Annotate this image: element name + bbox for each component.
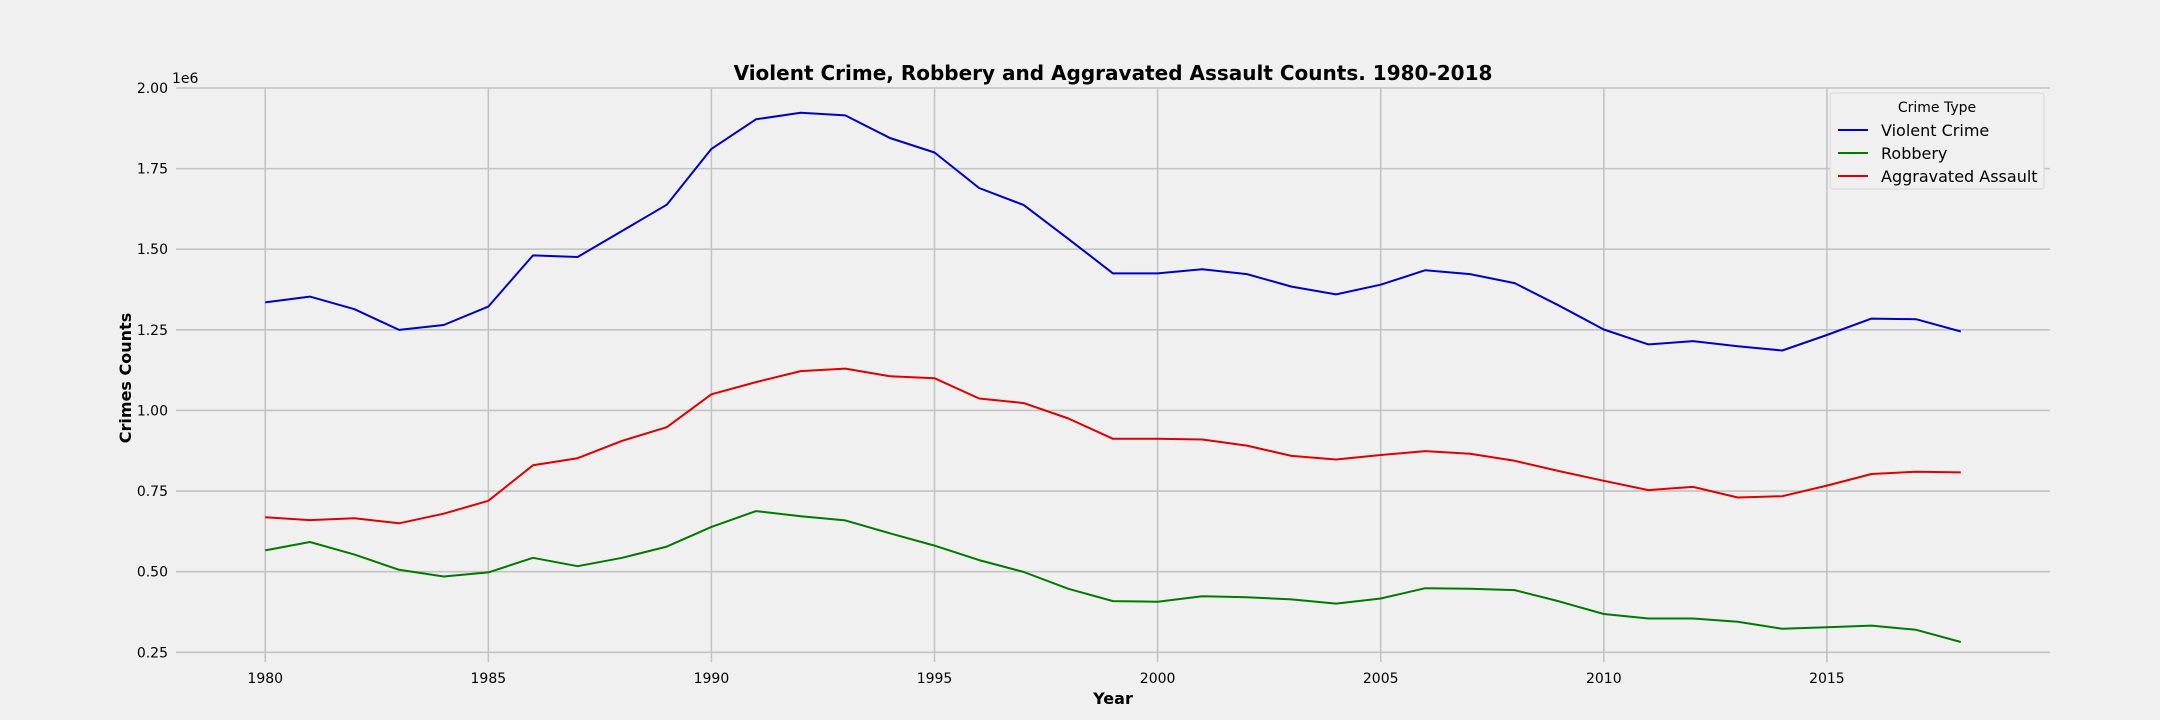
x-tick-label: 1980	[247, 671, 283, 687]
chart-title: Violent Crime, Robbery and Aggravated As…	[734, 61, 1493, 85]
legend-items: Violent Crime Robbery Aggravated Assault	[1838, 121, 2038, 186]
x-tick-label: 2005	[1363, 671, 1399, 687]
series-lines	[265, 111, 1962, 643]
x-tick-label: 2000	[1140, 671, 1176, 687]
y-tick-label: 1.50	[137, 242, 168, 258]
y-tick-label: 1.25	[137, 323, 168, 339]
series-line-robbery	[265, 510, 1962, 643]
legend-box	[1829, 92, 2045, 190]
y-tick-label: 0.50	[137, 565, 168, 581]
y-axis-label: Crimes Counts	[116, 313, 135, 443]
series-line-aggravated-assault	[265, 367, 1961, 525]
y-tick-label: 1.75	[137, 162, 168, 178]
y-tick-label: 2.00	[137, 81, 168, 97]
x-tick-label: 1990	[694, 671, 730, 687]
y-tick-labels: 0.25 0.50 0.75 1.00 1.25 1.50 1.75 2.00	[137, 81, 168, 661]
x-tick-labels: 1980 1985 1990 1995 2000 2005 2010 2015	[247, 671, 1844, 687]
y-tick-label: 1.00	[137, 403, 168, 419]
legend-label-violent-crime: Violent Crime	[1881, 121, 1989, 140]
legend: Crime Type Violent Crime Robbery Aggravate…	[1829, 92, 2045, 190]
y-offset-label: 1e6	[172, 71, 199, 87]
series-line-violent-crime	[265, 111, 1962, 352]
y-tick-label: 0.75	[137, 484, 168, 500]
grid	[176, 87, 2050, 662]
legend-label-aggravated-assault: Aggravated Assault	[1881, 167, 2038, 186]
x-tick-label: 1985	[471, 671, 507, 687]
x-tick-label: 2015	[1809, 671, 1845, 687]
x-tick-label: 2010	[1586, 671, 1622, 687]
x-tick-label: 1995	[917, 671, 953, 687]
y-tick-label: 0.25	[137, 645, 168, 661]
x-axis-label: Year	[1092, 689, 1133, 708]
legend-label-robbery: Robbery	[1881, 144, 1947, 163]
legend-title: Crime Type	[1898, 100, 1976, 116]
